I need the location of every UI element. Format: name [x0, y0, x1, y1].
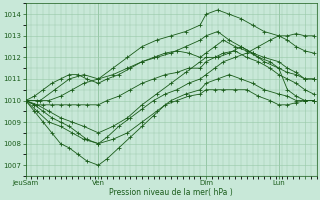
- X-axis label: Pression niveau de la mer( hPa ): Pression niveau de la mer( hPa ): [109, 188, 233, 197]
